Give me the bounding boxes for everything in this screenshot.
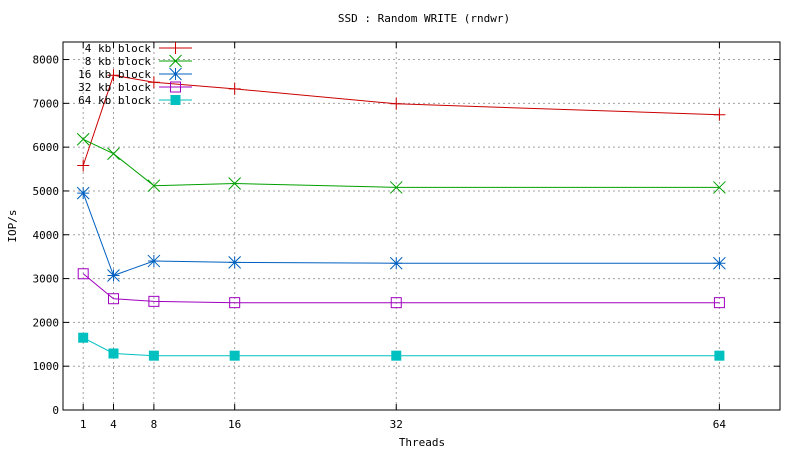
filled-square-marker bbox=[229, 350, 240, 361]
star-marker bbox=[713, 256, 726, 270]
legend-label: 32 kb block bbox=[78, 81, 151, 94]
cross-marker bbox=[76, 132, 90, 146]
filled-square-marker bbox=[78, 332, 89, 343]
open-square-marker bbox=[107, 293, 119, 305]
filled-square-marker bbox=[148, 350, 159, 361]
legend-label: 16 kb block bbox=[78, 68, 151, 81]
legend-label: 8 kb block bbox=[85, 55, 152, 68]
y-tick-label: 2000 bbox=[33, 316, 60, 329]
axis-ticks: 0 1000 2000 3000 4000 5000 6000 7000 8000 1 4 8 16 32… bbox=[33, 42, 780, 431]
filled-square-marker bbox=[108, 348, 119, 359]
plus-marker bbox=[107, 69, 120, 82]
x-tick-label: 32 bbox=[390, 418, 403, 431]
legend-label: 4 kb block bbox=[85, 42, 152, 55]
plot-frame bbox=[62, 41, 781, 411]
series-4-kb-block bbox=[77, 69, 726, 172]
legend-item: 32 kb block bbox=[78, 81, 192, 94]
y-tick-label: 8000 bbox=[33, 54, 60, 67]
y-tick-label: 0 bbox=[52, 404, 59, 417]
plus-marker bbox=[228, 82, 241, 95]
y-tick-label: 3000 bbox=[33, 273, 60, 286]
x-tick-label: 4 bbox=[110, 418, 117, 431]
legend-label: 64 kb block bbox=[78, 94, 151, 107]
cross-marker bbox=[713, 181, 726, 194]
star-marker bbox=[169, 67, 182, 81]
x-tick-label: 64 bbox=[713, 418, 727, 431]
y-tick-label: 1000 bbox=[33, 360, 60, 373]
series-16-kb-block bbox=[76, 186, 726, 282]
y-tick-label: 7000 bbox=[33, 97, 60, 110]
series-line bbox=[82, 74, 720, 166]
star-marker bbox=[107, 269, 120, 282]
open-square-marker bbox=[170, 81, 181, 93]
y-tick-label: 4000 bbox=[33, 229, 60, 242]
series-8-kb-block bbox=[76, 132, 726, 194]
legend-item: 4 kb block bbox=[85, 42, 192, 55]
star-marker bbox=[147, 254, 161, 268]
series-group bbox=[76, 69, 726, 361]
plus-marker bbox=[147, 76, 160, 89]
open-square-marker bbox=[77, 268, 89, 280]
y-tick-label: 5000 bbox=[33, 185, 60, 198]
series-32-kb-block bbox=[77, 268, 725, 309]
open-square-marker bbox=[390, 297, 402, 309]
star-marker bbox=[76, 186, 90, 200]
series-line bbox=[82, 337, 720, 357]
filled-square-marker bbox=[714, 350, 725, 361]
x-axis-label: Threads bbox=[399, 436, 445, 449]
legend-item: 8 kb block bbox=[85, 54, 192, 68]
series-64-kb-block bbox=[78, 332, 725, 361]
x-tick-label: 1 bbox=[80, 418, 87, 431]
plus-marker bbox=[77, 159, 90, 172]
cross-marker bbox=[147, 179, 161, 193]
cross-marker bbox=[107, 147, 120, 161]
filled-square-marker bbox=[391, 350, 402, 361]
series-line bbox=[82, 138, 720, 188]
y-tick-label: 6000 bbox=[33, 141, 60, 154]
y-axis-label: IOP/s bbox=[6, 209, 19, 242]
cross-marker bbox=[228, 177, 242, 190]
star-marker bbox=[389, 256, 403, 270]
x-tick-label: 8 bbox=[151, 418, 158, 431]
plus-marker bbox=[169, 42, 182, 54]
plus-marker bbox=[390, 97, 403, 110]
open-square-marker bbox=[229, 297, 241, 309]
legend-item: 16 kb block bbox=[78, 67, 192, 81]
star-marker bbox=[228, 256, 242, 269]
x-tick-label: 16 bbox=[228, 418, 241, 431]
cross-marker bbox=[169, 54, 182, 68]
legend-item: 64 kb block bbox=[78, 94, 192, 107]
open-square-marker bbox=[713, 297, 725, 309]
filled-square-marker bbox=[170, 95, 181, 105]
open-square-marker bbox=[148, 295, 160, 307]
plus-marker bbox=[713, 108, 726, 121]
cross-marker bbox=[389, 181, 403, 194]
chart-title: SSD : Random WRITE (rndwr) bbox=[338, 12, 510, 25]
series-line bbox=[82, 192, 720, 277]
